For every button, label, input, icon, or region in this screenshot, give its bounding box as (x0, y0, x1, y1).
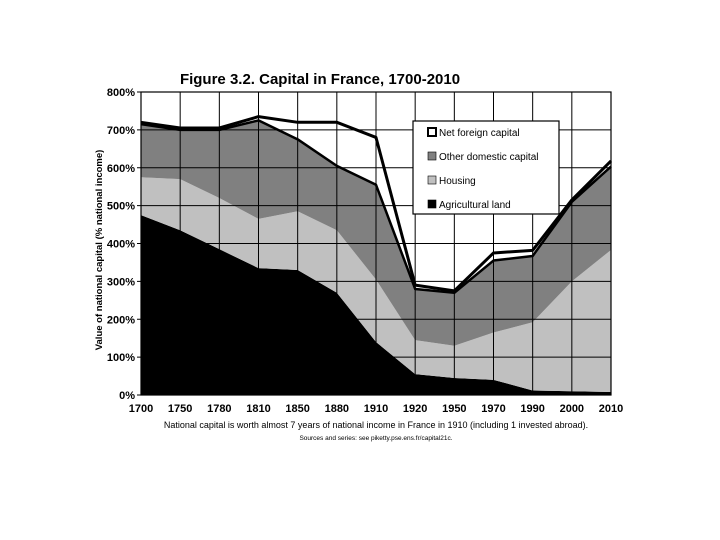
y-tick-label: 0% (119, 390, 135, 402)
x-tick-label: 1990 (520, 403, 544, 415)
y-tick-label: 200% (107, 314, 135, 326)
x-tick-label: 1780 (207, 403, 231, 415)
y-tick-label: 300% (107, 276, 135, 288)
x-tick-label: 2010 (599, 403, 623, 415)
x-tick-label: 1850 (285, 403, 309, 415)
legend-swatch-net-foreign-capital (427, 127, 437, 137)
chart-note: National capital is worth almost 7 years… (164, 420, 588, 430)
legend-label-housing: Housing (439, 176, 476, 187)
legend: Net foreign capital Other domestic capita… (412, 120, 560, 215)
legend-swatch-other-domestic-capital (427, 151, 437, 161)
line-other-domestic-top (140, 119, 612, 294)
y-tick-label: 500% (107, 201, 135, 213)
x-tick-labels: 1700 1750 1780 1810 1850 1880 1910 1920 1950 1970… (129, 403, 623, 415)
legend-swatch-housing (427, 175, 437, 185)
chart-source: Sources and series: see piketty.pse.ens.… (299, 435, 452, 442)
x-tick-label: 1970 (481, 403, 505, 415)
y-tick-labels: 0% 100% 200% 300% 400% 500% 600% 700% 800% (107, 87, 141, 402)
y-tick-label: 700% (107, 125, 135, 137)
x-tick-label: 1880 (325, 403, 349, 415)
y-axis-label: Value of national capital (% national in… (94, 150, 105, 351)
legend-box (412, 120, 560, 215)
legend-swatch-agricultural-land (427, 199, 437, 209)
line-net-foreign-top (140, 115, 613, 293)
y-tick-label: 400% (107, 239, 135, 251)
x-tick-label: 2000 (560, 403, 584, 415)
x-tick-label: 1750 (168, 403, 192, 415)
legend-label-other-domestic-capital: Other domestic capital (439, 152, 539, 163)
legend-label-agricultural-land: Agricultural land (439, 200, 511, 211)
x-tick-label: 1810 (246, 403, 270, 415)
y-tick-label: 100% (107, 352, 135, 364)
x-tick-label: 1950 (442, 403, 466, 415)
x-tick-label: 1700 (129, 403, 153, 415)
x-tick-label: 1920 (403, 403, 427, 415)
chart-title: Figure 3.2. Capital in France, 1700-2010 (180, 71, 460, 88)
y-tick-label: 800% (107, 87, 135, 99)
legend-label-net-foreign-capital: Net foreign capital (439, 128, 520, 139)
series-lines (140, 115, 613, 294)
y-tick-label: 600% (107, 163, 135, 175)
x-tick-label: 1910 (364, 403, 388, 415)
